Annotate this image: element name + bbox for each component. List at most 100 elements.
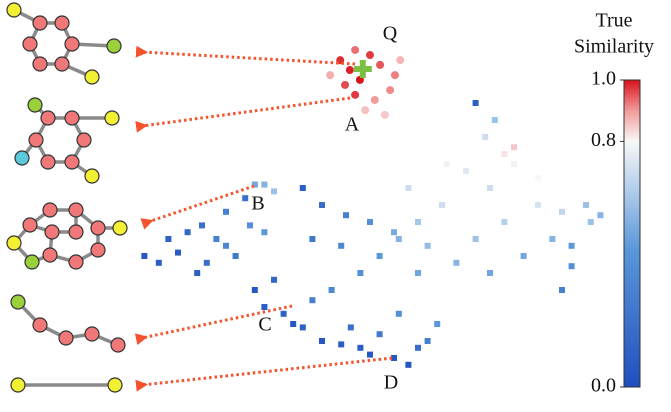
- point: [380, 110, 389, 119]
- molecule: [6, 202, 128, 270]
- point: [391, 229, 397, 236]
- point: [155, 259, 162, 266]
- point: [559, 208, 565, 215]
- colorbar-tick-label: 1.0: [591, 68, 616, 90]
- arrows: [134, 45, 393, 392]
- point: [223, 242, 229, 249]
- point: [491, 117, 498, 123]
- point: [415, 219, 421, 225]
- point: [351, 45, 360, 54]
- point: [309, 236, 316, 242]
- point: [223, 208, 229, 215]
- scatter-points: [141, 45, 604, 368]
- point: [299, 324, 306, 331]
- point: [386, 86, 395, 95]
- molecules: [6, 2, 128, 393]
- molecule: [10, 377, 123, 393]
- arrow: [140, 184, 255, 230]
- point: [391, 355, 397, 361]
- point: [568, 263, 575, 270]
- point: [482, 134, 489, 140]
- point: [338, 341, 345, 348]
- point: [232, 253, 239, 259]
- point: [520, 253, 527, 259]
- point: [424, 338, 431, 344]
- point: [583, 202, 589, 208]
- point: [568, 242, 575, 249]
- point: [366, 51, 374, 60]
- point: [559, 287, 565, 293]
- point: [141, 253, 148, 259]
- point: [251, 181, 258, 188]
- point: [405, 361, 412, 368]
- point: [341, 80, 350, 89]
- point: [376, 331, 383, 338]
- point: [347, 324, 354, 331]
- molecule: [14, 97, 120, 184]
- point: [361, 106, 370, 115]
- molecule: [10, 294, 126, 353]
- point: [453, 259, 460, 266]
- point: [247, 222, 253, 229]
- point: [357, 270, 364, 276]
- molecule: [6, 2, 122, 85]
- point: [367, 219, 373, 225]
- colorbar-title: Similarity: [574, 36, 654, 58]
- point: [357, 344, 364, 351]
- point: [587, 219, 594, 225]
- colorbar-gradient: [623, 79, 641, 388]
- colorbar-tick-label: 0.0: [591, 375, 616, 397]
- point: [194, 270, 201, 276]
- point: [487, 270, 493, 276]
- point: [395, 236, 402, 242]
- point: [535, 202, 541, 208]
- point: [597, 212, 604, 219]
- point: [242, 195, 249, 202]
- point: [213, 236, 220, 242]
- point: [424, 242, 431, 249]
- point: [511, 144, 517, 151]
- point: [280, 310, 287, 317]
- annotation: C: [258, 314, 271, 336]
- point: [251, 287, 258, 293]
- point: [501, 219, 508, 225]
- point: [443, 161, 450, 168]
- point: [390, 71, 399, 80]
- point: [261, 304, 268, 310]
- point: [199, 222, 205, 229]
- point: [415, 344, 421, 351]
- point: [405, 185, 412, 191]
- point: [328, 287, 335, 293]
- point: [370, 95, 379, 104]
- point: [203, 259, 210, 266]
- query-point: [353, 60, 372, 78]
- point: [184, 229, 191, 236]
- colorbar-title: True: [595, 10, 632, 32]
- point: [290, 321, 297, 327]
- point: [376, 253, 383, 259]
- point: [439, 202, 445, 208]
- point: [415, 270, 421, 276]
- point: [261, 181, 268, 188]
- query-label: Q: [383, 23, 398, 45]
- point: [326, 71, 335, 80]
- arrow: [134, 304, 293, 346]
- point: [165, 236, 172, 242]
- point: [535, 174, 541, 181]
- annotation: A: [345, 114, 360, 136]
- annotation: D: [384, 372, 398, 394]
- point: [345, 66, 354, 75]
- annotation: B: [251, 193, 264, 215]
- point: [271, 276, 277, 283]
- point: [501, 151, 508, 157]
- arrow: [135, 96, 351, 133]
- point: [472, 236, 479, 242]
- point: [343, 212, 349, 219]
- point: [175, 249, 181, 256]
- point: [261, 229, 268, 236]
- colorbar: 0.0 0.8 1.0: [591, 68, 641, 397]
- colorbar-tick-label: 0.8: [591, 129, 616, 151]
- point: [319, 202, 325, 208]
- point: [271, 188, 277, 195]
